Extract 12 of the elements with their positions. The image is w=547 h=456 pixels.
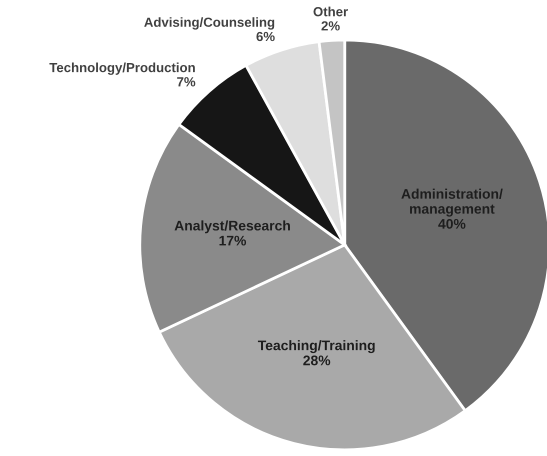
slice-label: Technology/Production: [49, 62, 195, 75]
data-label: 40%: [438, 218, 466, 229]
data-label: 17%: [219, 236, 246, 246]
slice-label: Teaching/Training: [258, 340, 375, 354]
slice-label: Administration/management: [401, 188, 503, 217]
slice-label: Analyst/Research: [174, 220, 290, 234]
slice-label: Other: [314, 6, 348, 16]
data-label: 28%: [303, 355, 330, 366]
data-label: 6%: [256, 32, 275, 42]
slice-label: Advising/Counseling: [144, 17, 274, 30]
data-label: 2%: [321, 21, 340, 31]
data-label: 7%: [177, 77, 196, 86]
